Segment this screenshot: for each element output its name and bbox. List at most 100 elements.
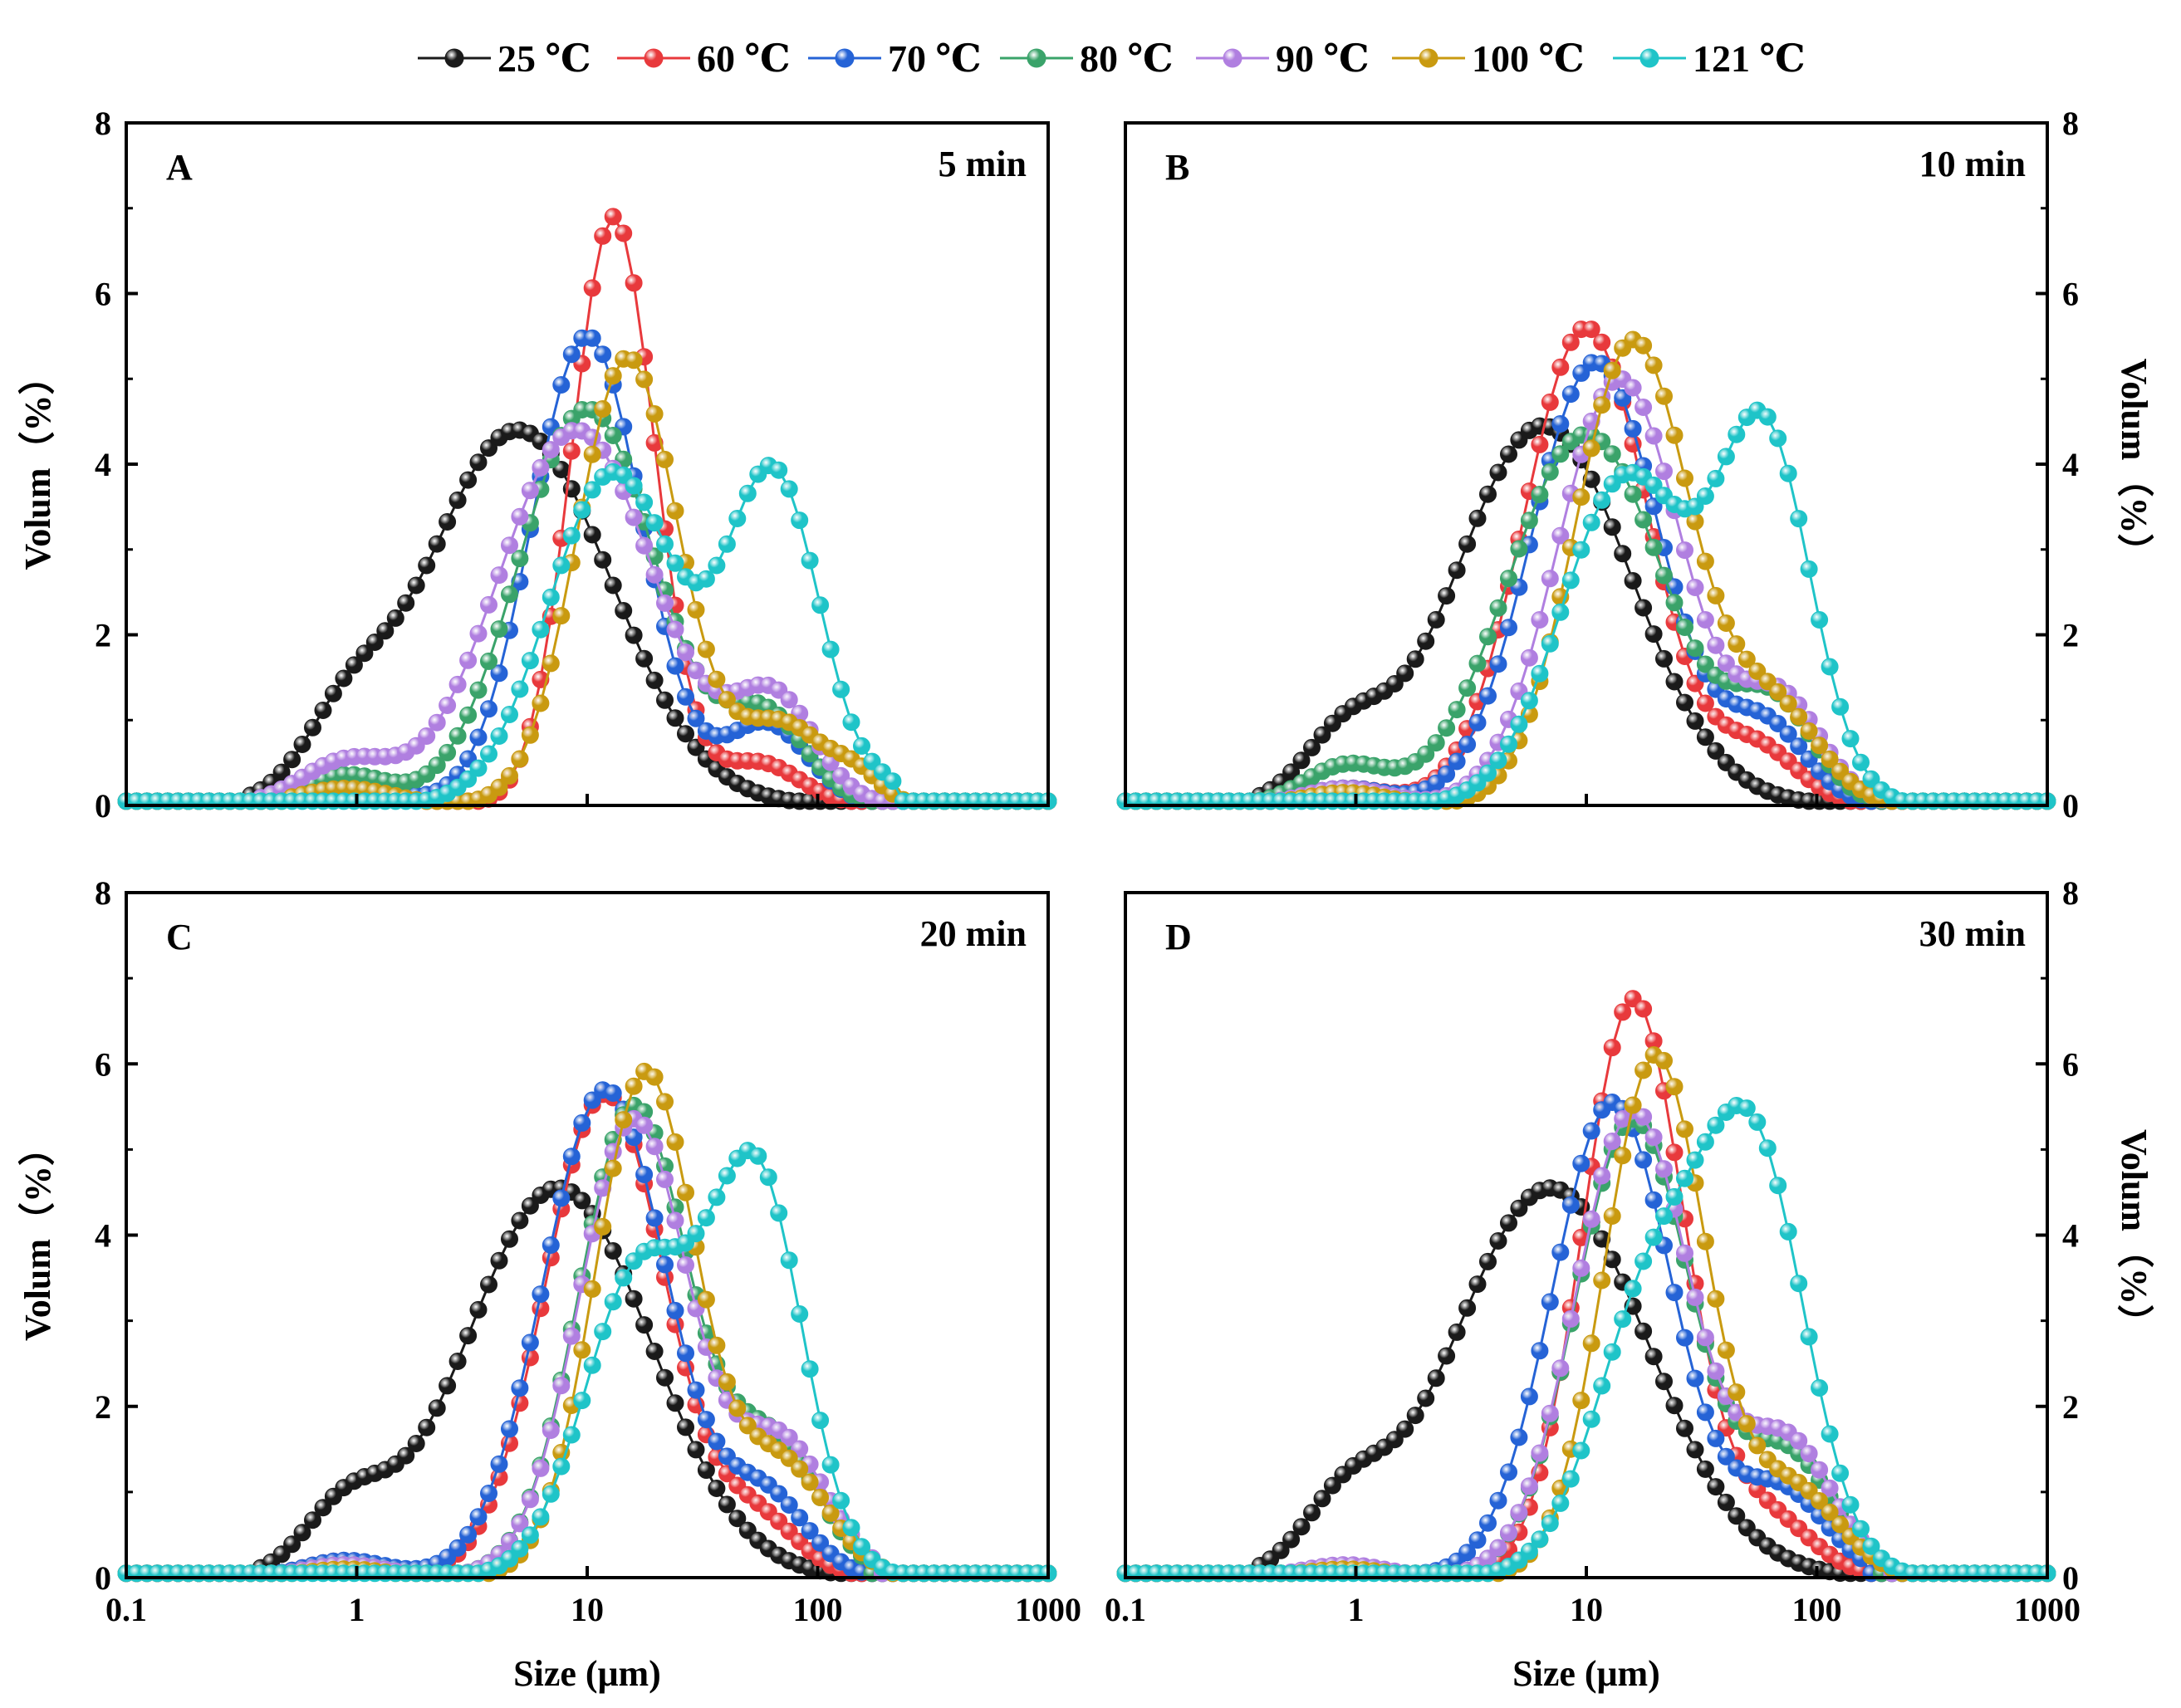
data-point [1655,566,1673,585]
data-point [656,594,674,612]
data-point [635,370,654,389]
data-point [1603,1133,1621,1150]
data-point [283,751,301,769]
data-point [1686,712,1704,730]
data-point [635,536,654,555]
data-point [1468,1275,1487,1294]
panel-time-label: 20 min [920,913,1027,954]
data-point [1821,658,1839,676]
data-point [552,556,571,575]
data-point [1479,764,1497,782]
series-line [126,1089,1048,1575]
data-point [1635,1252,1653,1270]
data-point [801,1522,819,1540]
data-point [801,551,819,570]
data-point [615,466,633,484]
data-point [490,778,508,796]
data-point [791,511,809,530]
data-point [1614,545,1632,563]
data-point [1635,1061,1653,1079]
data-point [1489,599,1507,617]
data-point [1717,614,1735,632]
data-point [1531,1444,1549,1462]
data-point [1790,737,1808,756]
data-point [1686,1288,1704,1306]
data-point [1800,722,1818,740]
data-point [842,1519,860,1537]
data-point [1686,639,1704,658]
data-point [418,556,436,575]
data-point [1811,737,1829,755]
data-point [604,1242,622,1260]
data-point [1821,750,1839,768]
data-point [1635,1000,1653,1018]
y-tick-label: 4 [95,1217,111,1255]
x-tick-label: 10 [1570,1591,1603,1628]
data-point [1811,611,1829,629]
data-point [480,1485,497,1502]
series-line [126,1093,1048,1575]
x-tick-label: 100 [793,1591,843,1628]
data-point [1635,599,1653,617]
data-point [1593,333,1611,351]
data-point [687,600,705,619]
data-point [304,718,321,737]
data-point [625,626,643,644]
data-point [448,675,467,693]
data-point [552,607,571,625]
data-point [770,1485,788,1503]
data-point [1510,715,1528,733]
data-point [428,1399,446,1417]
y-axis-label: Volum（%） [17,1129,58,1341]
data-point [552,1377,571,1395]
legend-item-90: 90 ℃ [1196,37,1370,80]
data-point [687,1441,705,1459]
data-point [625,1077,643,1095]
data-point [583,481,601,499]
data-point [1582,439,1600,458]
y-tick-label: 0 [95,1559,111,1597]
data-point [1396,664,1414,683]
data-point [728,510,747,527]
series-121 [117,457,1057,810]
data-point [780,1449,798,1467]
data-point [1769,683,1787,701]
data-point [1531,1342,1549,1360]
data-point [1593,1377,1611,1395]
data-point [1644,356,1663,374]
data-point [376,622,395,640]
data-point [656,535,674,553]
data-point [448,1353,467,1370]
data-point [1561,1196,1580,1214]
data-point [1758,673,1777,691]
data-point [1438,1347,1456,1365]
data-point [718,1167,736,1185]
data-point [645,433,664,452]
data-point [1520,648,1538,667]
data-point [573,1192,591,1210]
data-point [1707,1116,1725,1134]
data-point [1758,408,1777,426]
data-point [542,588,560,606]
data-point [1438,587,1456,605]
data-point [562,1327,581,1345]
data-point [397,1446,415,1465]
data-point [687,662,705,680]
data-point [1458,736,1477,753]
data-point [542,1422,560,1439]
legend-label: 90 ℃ [1276,37,1370,80]
data-point [1510,1504,1528,1522]
data-point [562,1426,581,1444]
data-point [677,1183,694,1201]
data-point [511,1211,529,1230]
data-point [1406,650,1424,668]
data-point [1831,1464,1850,1482]
data-point [511,1539,529,1558]
data-point [1614,1310,1632,1329]
data-point [542,654,560,673]
data-point [501,1420,518,1438]
data-point [1561,1470,1580,1488]
data-point [1406,1407,1424,1425]
data-point [656,691,674,709]
legend-label: 121 ℃ [1693,37,1806,80]
